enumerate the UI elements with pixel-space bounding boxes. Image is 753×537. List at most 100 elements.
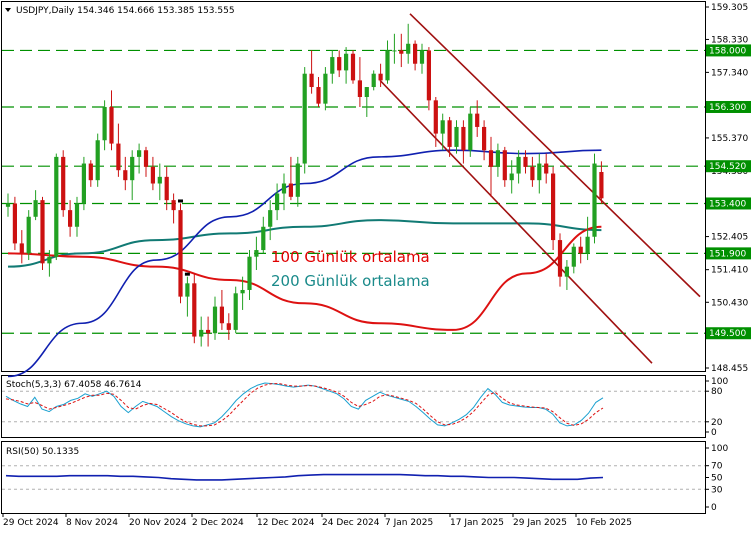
candle [461,120,466,164]
candle [109,90,114,151]
candle [378,63,383,88]
candle [102,100,107,151]
candle-body [95,140,100,181]
candle-body [454,126,459,147]
level-price-label: 149.500 [709,329,746,339]
candle-body [495,150,500,167]
candle [544,153,549,184]
rsi-y-tick-label: 100 [711,444,728,454]
candle [337,50,342,78]
candle [585,216,590,261]
x-tick-label: 29 Oct 2024 [3,518,59,528]
candle-body [468,113,473,151]
candle-body [551,173,556,241]
candle-body [261,226,266,251]
y-tick-label: 158.330 [711,35,748,45]
candle [564,260,569,290]
candle [288,156,293,201]
ma100-line [7,225,602,331]
candle-body [281,183,287,194]
candle-body [371,73,376,88]
candle [482,120,487,161]
level-price-label: 154.520 [709,162,746,172]
candle [178,203,183,304]
candle-body [316,87,321,104]
candle [440,113,445,151]
candle [81,156,86,211]
candle [323,67,328,111]
candle-body [68,210,73,227]
level-price-tag [706,160,751,173]
candle [433,97,438,147]
candle-body [137,150,142,157]
candle-body [192,283,197,337]
y-tick-label: 155.370 [711,134,748,144]
candle [371,70,376,91]
candle-body [406,43,411,54]
rsi-y-tick-label: 30 [711,485,723,495]
x-tick-label: 17 Jan 2025 [450,518,504,528]
level-price-tag [706,44,751,57]
rsi-y-tick-label: 0 [711,503,717,513]
level-price-tag [706,327,751,340]
candle [185,276,190,317]
candle [364,87,369,117]
candle-body [599,171,604,199]
candle [40,196,45,271]
y-tick-label: 159.305 [711,3,748,13]
candle [413,40,418,71]
candle-body [330,57,335,74]
candle-body [61,156,66,211]
candle [275,183,280,221]
stoch-series-line [5,383,604,427]
candle [95,133,100,187]
candle [350,50,356,84]
candle [599,161,604,204]
candle-body [344,53,349,71]
candle [523,150,528,174]
candle-body [426,50,431,101]
candle [212,296,218,340]
candle-body [309,73,314,88]
x-tick-label: 10 Feb 2025 [576,518,632,528]
candle [557,233,563,287]
candle-body [475,113,480,127]
candle [68,200,73,237]
candle-body [130,156,135,181]
candle-body [323,73,328,104]
candle-body [185,283,190,297]
candle-body [461,126,466,151]
candle [509,160,514,194]
y-tick-label: 157.340 [711,68,748,78]
main-price-panel: 159.305158.330157.340156.355155.370154.3… [2,3,751,378]
candle-body [88,163,93,181]
candle-body [440,120,445,134]
candle-body [116,143,121,171]
candle-body [433,100,438,134]
candle-body [150,166,155,184]
panel-collapse-icon[interactable] [5,8,11,12]
candle [578,236,583,264]
candle [488,136,494,197]
level-price-label: 156.300 [709,103,746,113]
candle [302,67,307,174]
candle-body [143,150,149,167]
y-tick-label: 150.430 [711,298,748,308]
candle-body [164,176,169,201]
candle [150,156,155,191]
y-tick-label: 148.455 [711,364,748,374]
candle [33,190,38,221]
channel-lower-line [379,79,653,364]
candle-body [26,216,31,254]
stoch-y-tick-label: 100 [711,377,728,387]
candle-body [592,163,597,237]
symbol-info: USDJPY,Daily 154.346 154.666 153.385 153… [16,6,235,16]
candle-body [54,156,59,257]
candle [61,150,66,217]
candle-body [226,323,231,330]
candle [226,313,231,340]
candle [206,316,211,347]
candle [592,153,597,244]
candle [19,230,24,264]
candle-body [447,120,452,147]
